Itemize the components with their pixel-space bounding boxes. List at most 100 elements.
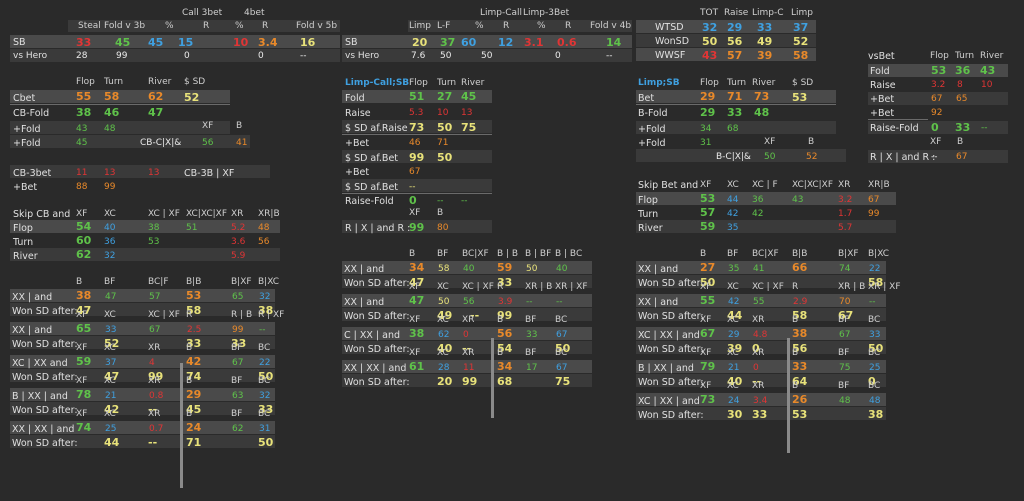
column-header: L-F <box>437 21 451 31</box>
stat-value: 1.7 <box>838 209 853 219</box>
column-header: B <box>497 315 504 325</box>
row-label: SB <box>13 37 26 48</box>
column-header: XR|B <box>868 180 890 190</box>
stat-value: 67 <box>956 152 968 162</box>
column-header: XR <box>462 315 475 325</box>
stat-value: 5.7 <box>838 223 853 233</box>
stat-value: 0 <box>868 375 876 388</box>
row-label: XC | XX | and <box>638 330 700 341</box>
column-header: B <box>792 348 799 358</box>
column-header: Fold v 3b <box>104 21 146 31</box>
column-header: BF <box>525 348 537 358</box>
stat-value: 44 <box>104 436 120 449</box>
row-label: R | X | and R : <box>345 223 411 234</box>
stat-value: 33 <box>727 106 743 119</box>
stat-value: 44 <box>727 195 739 205</box>
column-header: Limp <box>409 21 431 31</box>
column-header: XF <box>700 315 712 325</box>
column-header: BC|XF <box>752 249 779 259</box>
column-header: B <box>792 315 799 325</box>
stat-value: 39 <box>727 342 743 355</box>
stat-value: 38 <box>258 304 274 317</box>
stat-value: 73 <box>700 393 716 406</box>
stat-value: 36 <box>752 195 764 205</box>
column-header: Fold v 5b <box>296 21 338 31</box>
column-header: XC <box>727 381 739 391</box>
stat-value: 42 <box>752 209 764 219</box>
column-header: XC <box>437 348 449 358</box>
stat-value: 5.2 <box>231 223 246 233</box>
stat-value: 32 <box>259 292 271 302</box>
stat-row <box>636 393 886 406</box>
column-header: XC <box>104 343 116 353</box>
stat-value: 3.6 <box>231 237 246 247</box>
stat-value: 2.9 <box>793 297 808 307</box>
row-label: $ SD af.Bet <box>345 182 399 193</box>
column-header: BC|F <box>148 277 169 287</box>
stat-value: 50 <box>258 436 274 449</box>
stat-value: 32 <box>104 251 116 261</box>
stat-value: 33 <box>955 121 971 134</box>
stat-value: 53 <box>148 237 160 247</box>
stat-value: 21 <box>105 391 117 401</box>
stat-value: 50 <box>764 152 776 162</box>
column-divider <box>491 338 494 418</box>
stat-value: 43 <box>980 64 996 77</box>
column-header: XF <box>409 208 421 218</box>
row-label: Turn <box>13 237 34 248</box>
column-header: % <box>235 21 244 31</box>
group-header: Limp-3Bet <box>523 8 570 18</box>
column-header: B <box>497 348 504 358</box>
stat-value: 62 <box>232 424 244 434</box>
column-header: BF <box>838 348 850 358</box>
stat-value: 50 <box>437 151 453 164</box>
stat-value: 55 <box>753 297 765 307</box>
stat-row <box>636 360 886 373</box>
stat-value: 99 <box>232 325 244 335</box>
stat-value: 79 <box>700 360 716 373</box>
stat-value: 50 <box>526 264 538 274</box>
stat-value: 42 <box>728 297 740 307</box>
column-header: BC <box>868 348 881 358</box>
column-header: XC <box>727 348 739 358</box>
stat-value: 27 <box>437 90 453 103</box>
row-label: $ SD af.Bet <box>345 153 399 164</box>
stat-row <box>10 336 275 349</box>
stat-value: 75 <box>555 375 571 388</box>
column-header: R <box>186 310 193 320</box>
stat-value: 65 <box>956 94 968 104</box>
column-header: XR <box>752 381 765 391</box>
column-header: Turn <box>437 78 457 88</box>
column-header: XC|XC|XF <box>792 180 833 190</box>
row-label: B | XX | and <box>12 391 68 402</box>
stat-value: 67 <box>839 330 851 340</box>
stat-value: 29 <box>700 90 716 103</box>
column-header: B <box>808 137 815 147</box>
stat-value: 48 <box>754 106 770 119</box>
stat-row <box>636 374 886 387</box>
column-header: XF <box>700 381 712 391</box>
column-header: B <box>236 121 243 131</box>
stat-value: 35 <box>727 223 739 233</box>
column-header: B|B <box>186 277 202 287</box>
stat-value: 0.8 <box>149 391 164 401</box>
stat-value: 30 <box>727 408 743 421</box>
row-label: +Bet <box>870 108 895 119</box>
stat-row <box>342 150 492 163</box>
stat-value: 4 <box>149 358 155 368</box>
stat-row <box>10 322 275 335</box>
stat-value: 65 <box>76 322 92 335</box>
stat-value: 68 <box>497 375 513 388</box>
stat-value: 7.6 <box>411 51 426 61</box>
row-label: CB-Fold <box>13 108 50 119</box>
column-header: XC | F <box>752 180 778 190</box>
column-header: XC <box>727 315 739 325</box>
stat-row <box>342 327 592 340</box>
stat-value: 40 <box>104 223 116 233</box>
column-header: XR <box>148 376 161 386</box>
stat-value: 58 <box>438 264 450 274</box>
section-title: Limp-Call;SB <box>345 78 410 88</box>
row-label: C | XX | and <box>344 330 401 341</box>
stat-row <box>10 303 275 316</box>
stat-value: 67 <box>149 325 161 335</box>
